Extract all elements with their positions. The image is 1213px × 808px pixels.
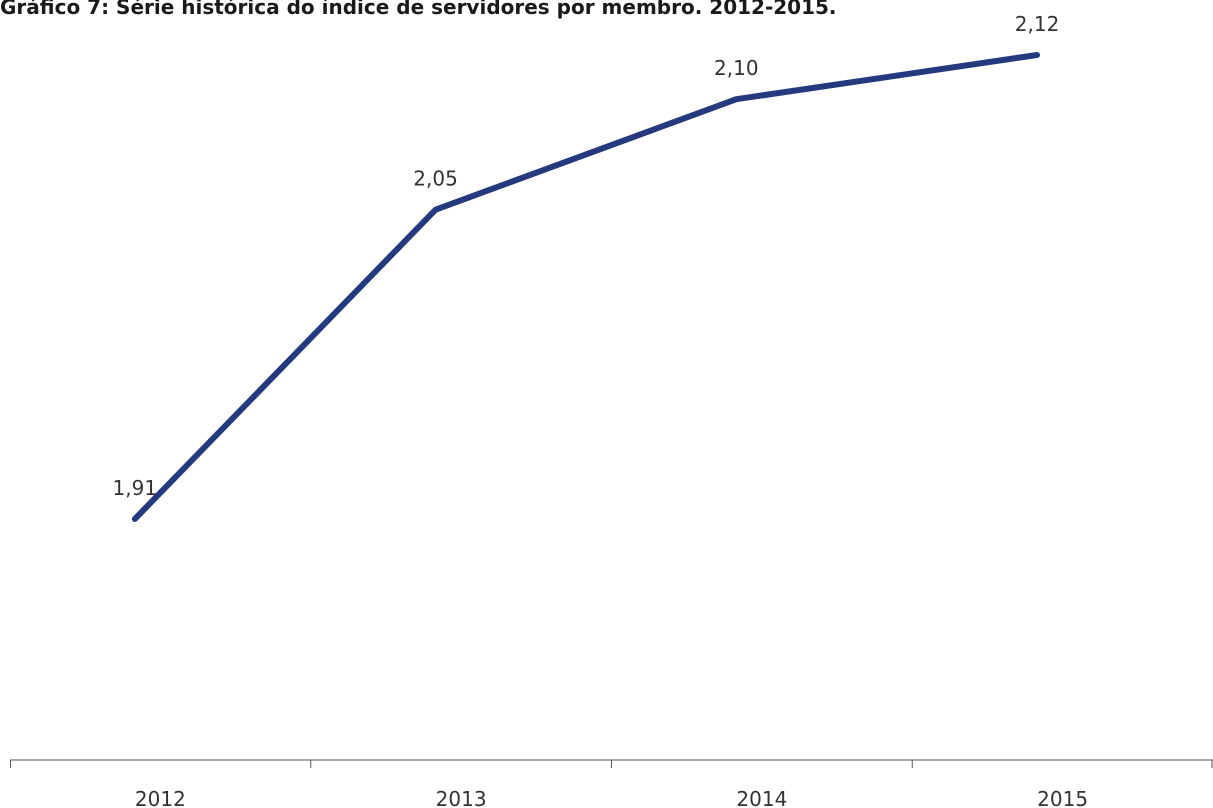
series-layer	[131, 52, 1041, 522]
chart-title: Gráfico 7: Série histórica do índice de …	[0, 0, 837, 19]
series-line	[131, 52, 1041, 522]
data-label: 2,10	[714, 56, 759, 80]
x-axis-ticks	[10, 760, 1213, 768]
x-tick-label: 2013	[436, 787, 487, 808]
data-label: 1,91	[113, 476, 158, 500]
x-tick-label: 2012	[135, 787, 186, 808]
x-axis-tick-labels: 2012 2013 2014 2015	[135, 787, 1088, 808]
x-tick-label: 2015	[1037, 787, 1088, 808]
data-labels: 1,91 2,05 2,10 2,12	[113, 12, 1060, 500]
x-tick-label: 2014	[736, 787, 787, 808]
data-label: 2,05	[413, 167, 458, 191]
data-label: 2,12	[1015, 12, 1060, 36]
